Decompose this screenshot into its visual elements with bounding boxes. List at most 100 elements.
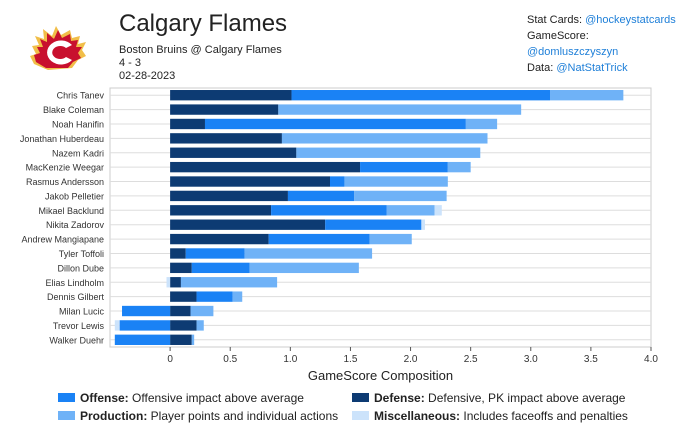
bar-defense: [170, 277, 181, 288]
bar-offense: [271, 205, 387, 216]
date-text: 02-28-2023: [119, 70, 176, 82]
legend-swatch: [352, 393, 369, 403]
bar-production: [180, 277, 278, 288]
bar-defense: [170, 248, 186, 259]
bar-offense: [360, 161, 448, 173]
bar-production: [190, 305, 214, 317]
bar-defense: [170, 161, 361, 173]
x-tick-label: 0: [167, 354, 173, 365]
x-tick-label: 2.0: [404, 354, 418, 365]
player-label: Trevor Lewis: [53, 321, 105, 331]
x-tick-label: 3.0: [524, 354, 538, 365]
player-label: Nazem Kadri: [52, 148, 104, 158]
bar-offense: [325, 219, 422, 230]
credits: Stat Cards: @hockeystatcards GameScore: …: [527, 12, 680, 76]
bar-defense: [170, 233, 269, 245]
player-label: Andrew Mangiapane: [21, 235, 104, 245]
bar-production: [232, 291, 243, 302]
bar-offense: [122, 305, 171, 317]
bar-defense: [170, 305, 191, 317]
x-tick-label: 1.5: [343, 354, 357, 365]
bar-production: [550, 90, 624, 101]
matchup-text: Boston Bruins @ Calgary Flames: [119, 44, 282, 56]
legend-swatch: [352, 411, 369, 421]
bar-production: [344, 176, 448, 187]
player-label: Tyler Toffoli: [59, 249, 104, 259]
legend-misc: Miscellaneous: Includes faceoffs and pen…: [352, 409, 628, 423]
bar-offense: [114, 334, 171, 345]
bar-production: [296, 147, 481, 158]
player-label: Rasmus Andersson: [26, 177, 104, 187]
bar-offense: [185, 248, 245, 259]
bar-production: [249, 262, 359, 274]
bar-production: [196, 320, 204, 331]
bar-defense: [170, 205, 272, 216]
bar-defense: [170, 147, 297, 158]
player-label: Blake Coleman: [43, 105, 104, 115]
bar-misc: [421, 219, 425, 230]
bar-defense: [170, 118, 205, 130]
credit-data: Data: @NatStatTrick: [527, 62, 628, 74]
team-title: Calgary Flames: [119, 10, 288, 37]
bar-offense: [287, 190, 355, 202]
bar-production: [354, 190, 447, 202]
bar-offense: [196, 291, 233, 302]
bar-defense: [170, 90, 292, 101]
score-text: 4 - 3: [119, 57, 142, 69]
player-label: Jonathan Huberdeau: [20, 134, 104, 144]
legend-swatch: [58, 411, 75, 421]
x-axis-label: GameScore Composition: [308, 368, 453, 383]
player-label: MacKenzie Weegar: [26, 163, 104, 173]
credit-link[interactable]: @NatStatTrick: [556, 62, 628, 74]
bar-production: [465, 118, 498, 130]
bar-misc: [166, 277, 171, 288]
bar-defense: [170, 262, 192, 274]
player-label: Noah Hanifin: [52, 119, 104, 129]
x-tick-label: 1.0: [283, 354, 297, 365]
bar-production: [386, 205, 435, 216]
credit-gamescore: GameScore: @domluszczyszyn: [527, 30, 619, 58]
x-tick-label: 0.5: [223, 354, 237, 365]
bar-offense: [119, 320, 171, 331]
bar-offense: [268, 233, 370, 245]
bar-misc: [114, 320, 120, 331]
bar-offense: [204, 118, 466, 130]
bar-production: [369, 233, 412, 245]
player-label: Elias Lindholm: [45, 278, 104, 288]
credit-link[interactable]: @domluszczyszyn: [527, 46, 619, 58]
player-label: Milan Lucic: [59, 307, 105, 317]
bar-production: [244, 248, 373, 259]
bar-production: [281, 133, 488, 144]
bar-offense: [291, 90, 551, 101]
legend-production: Production: Player points and individual…: [58, 409, 338, 423]
bar-production: [191, 334, 195, 345]
bar-misc: [434, 205, 442, 216]
flaming-c-logo: [30, 26, 86, 70]
player-label: Walker Duehr: [49, 335, 104, 345]
legend-defense: Defense: Defensive, PK impact above aver…: [352, 391, 625, 405]
credit-link[interactable]: @hockeystatcards: [585, 14, 676, 26]
bar-defense: [170, 176, 331, 187]
bar-defense: [170, 219, 326, 230]
bar-production: [447, 161, 471, 173]
bar-defense: [170, 190, 288, 202]
x-tick-label: 2.5: [464, 354, 478, 365]
player-label: Chris Tanev: [57, 91, 105, 101]
bar-production: [278, 104, 522, 115]
plot-frame: [109, 87, 652, 348]
player-label: Mikael Backlund: [38, 206, 104, 216]
x-tick-label: 4.0: [644, 354, 658, 365]
player-label: Dennis Gilbert: [47, 292, 105, 302]
bar-defense: [170, 291, 197, 302]
bar-defense: [170, 334, 192, 345]
x-tick-label: 3.5: [584, 354, 598, 365]
credit-stat-cards: Stat Cards: @hockeystatcards: [527, 14, 676, 26]
player-label: Jakob Pelletier: [45, 191, 104, 201]
bar-defense: [170, 320, 197, 331]
player-label: Dillon Dube: [57, 263, 104, 273]
bar-offense: [330, 176, 345, 187]
player-label: Nikita Zadorov: [46, 220, 105, 230]
bar-defense: [170, 133, 282, 144]
legend-offense: Offense: Offensive impact above average: [58, 391, 304, 405]
